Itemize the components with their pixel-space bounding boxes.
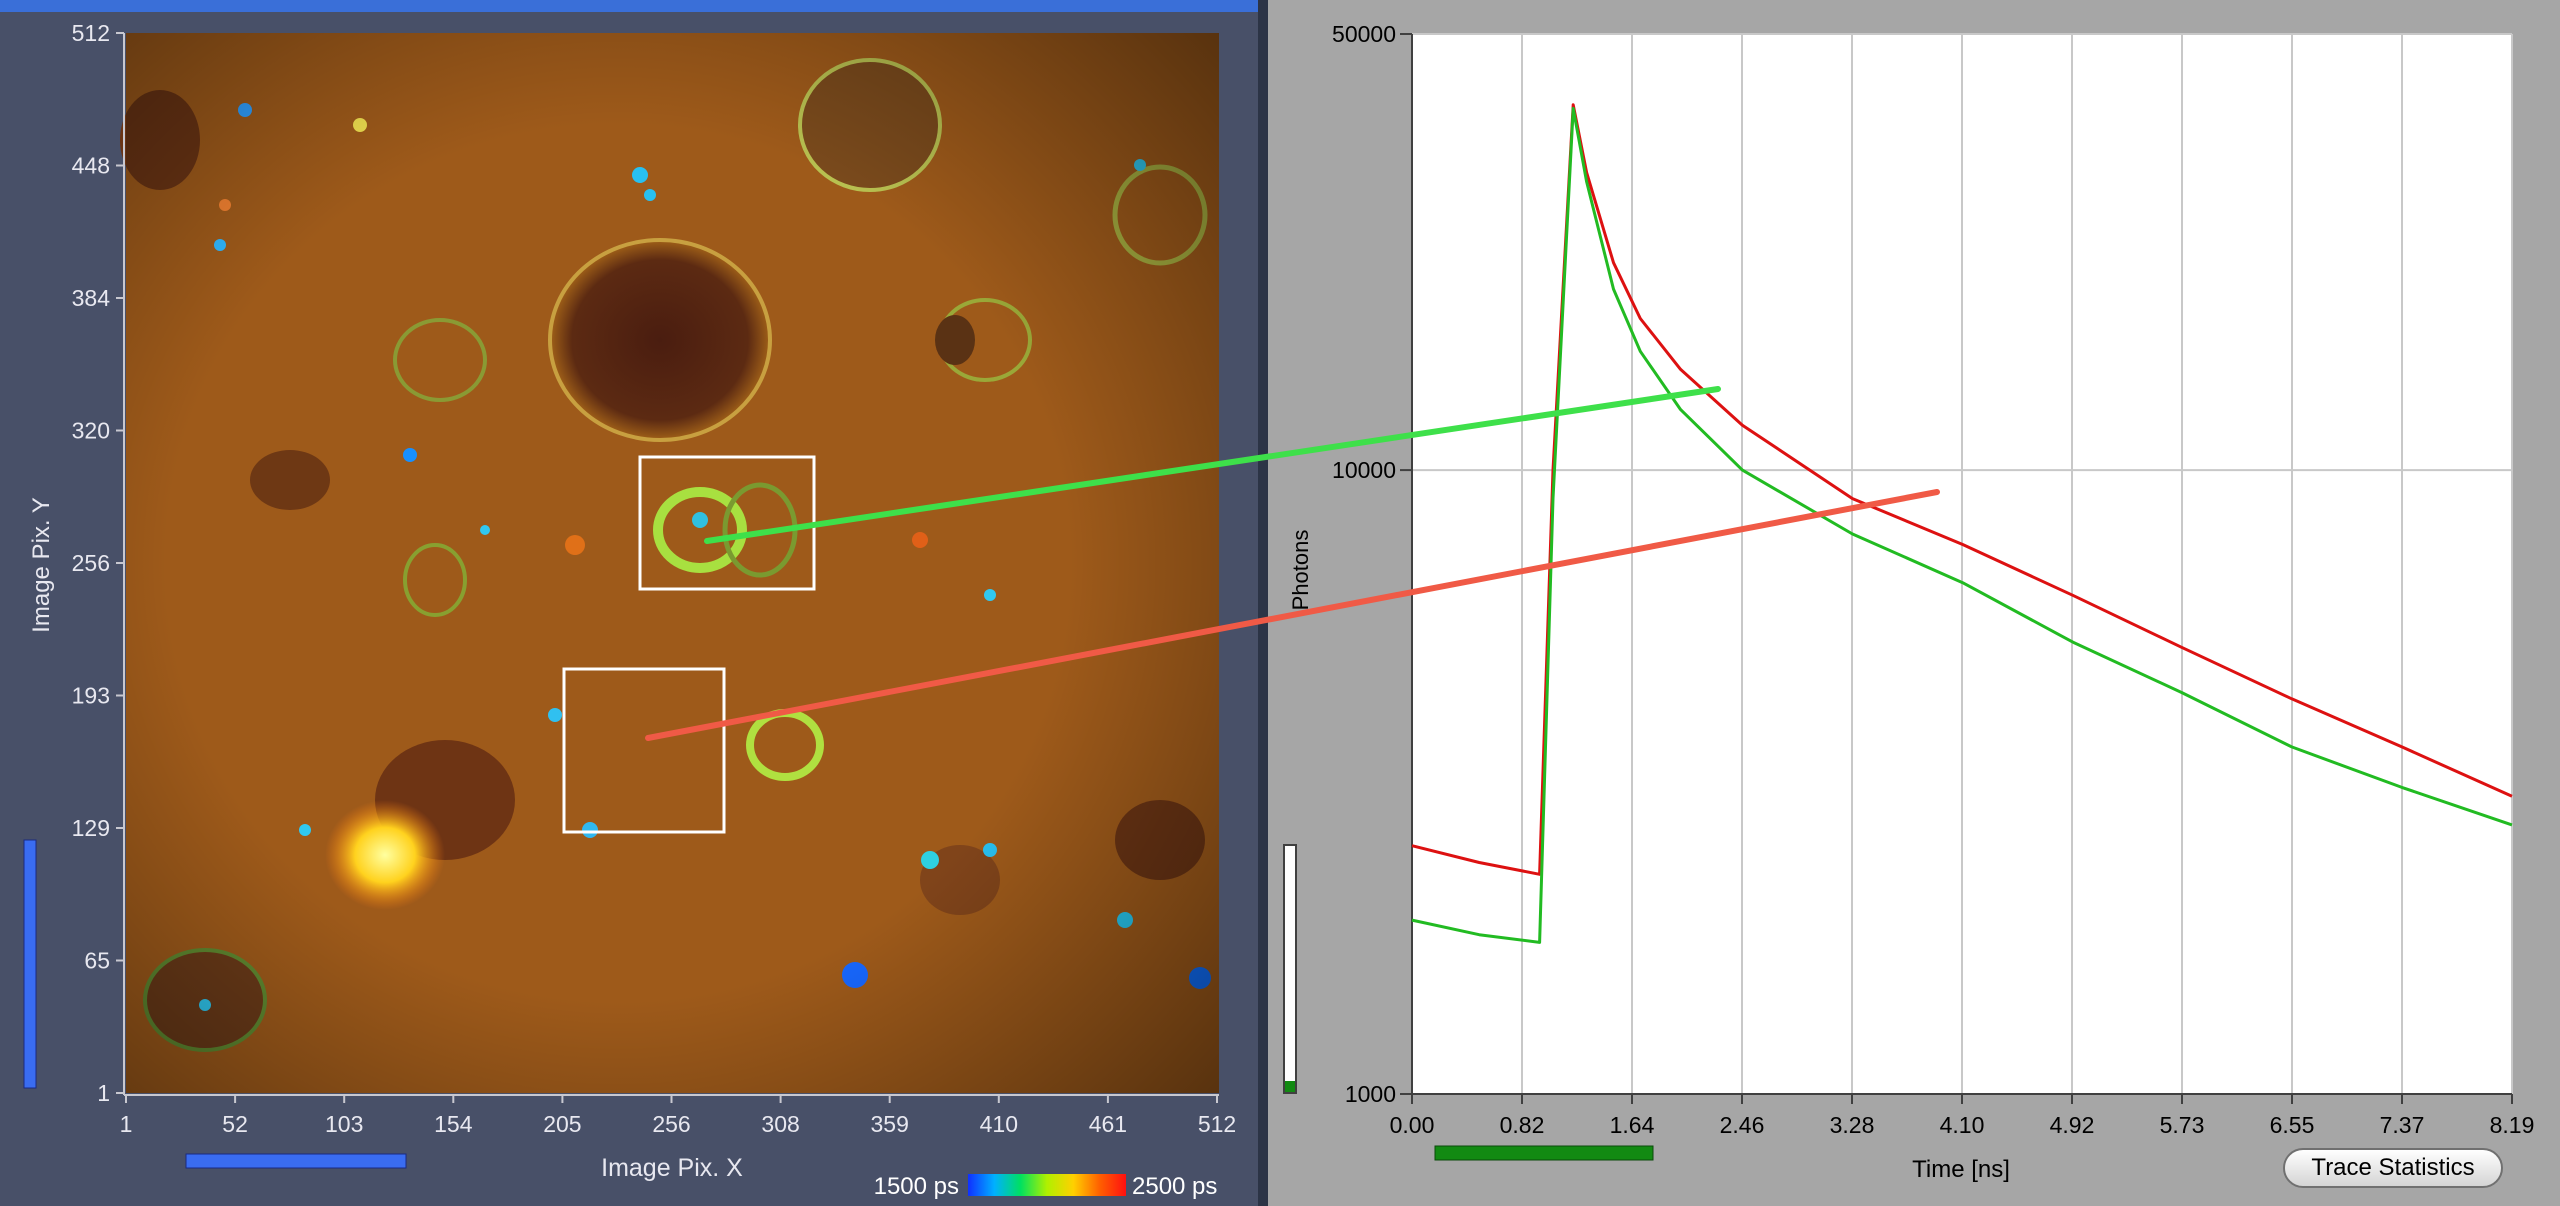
image-x-axis-label: Image Pix. X (601, 1154, 743, 1182)
green-roi-connector (704, 386, 1721, 544)
plot-x-tick-label: 7.37 (2380, 1112, 2425, 1138)
vertical-range-slider[interactable] (1283, 844, 1297, 1094)
plot-x-tick-label: 0.82 (1500, 1112, 1545, 1138)
plot-x-tick-label: 5.73 (2160, 1112, 2205, 1138)
image-y-tick-label: 512 (72, 20, 110, 46)
plot-x-tick-label: 1.64 (1610, 1112, 1655, 1138)
plot-y-axis-label: Photons (1288, 530, 1313, 611)
image-x-tick-label: 461 (1089, 1111, 1127, 1137)
decay-plot[interactable]: 50000 10000 1000 0.00 0.82 1.64 2.46 3.28 4.10 4… (1288, 21, 2534, 1183)
decay-trace-green (1411, 106, 2513, 944)
red-roi-connector (645, 489, 1940, 741)
plot-x-tick-label: 4.10 (1940, 1112, 1985, 1138)
image-y-tick-label: 384 (72, 285, 111, 311)
plot-x-tick-label: 6.55 (2270, 1112, 2315, 1138)
colorbar-max-label: 2500 ps (1132, 1173, 1217, 1200)
plot-grid (1412, 33, 2513, 1095)
plot-y-tick-label: 10000 (1332, 457, 1396, 483)
colorbar-min-label: 1500 ps (874, 1173, 959, 1200)
image-x-tick-label: 410 (980, 1111, 1018, 1137)
plot-x-tick-label: 2.46 (1720, 1112, 1765, 1138)
panel-divider[interactable] (1258, 0, 1268, 1206)
lifetime-colorbar: 1500 ps 2500 ps (874, 1173, 1218, 1200)
image-x-tick-label: 205 (543, 1111, 581, 1137)
trace-statistics-button[interactable]: Trace Statistics (2283, 1148, 2503, 1188)
image-y-tick-label: 256 (72, 550, 110, 576)
roi-box-red[interactable] (562, 667, 726, 834)
intensity-scroll-bar[interactable] (23, 839, 37, 1089)
plot-y-tick-label: 1000 (1345, 1081, 1396, 1107)
vertical-range-fill (1285, 1081, 1295, 1092)
image-y-tick-label: 320 (72, 418, 110, 444)
horizontal-scroll-bar[interactable] (185, 1153, 407, 1169)
image-x-tick-label: 154 (434, 1111, 473, 1137)
window-title-bar (0, 0, 1258, 12)
image-x-tick-label: 308 (761, 1111, 799, 1137)
plot-y-tick-label: 50000 (1332, 21, 1396, 47)
image-vignette (126, 33, 1219, 1093)
image-x-tick-label: 256 (652, 1111, 690, 1137)
plot-x-tick-label: 0.00 (1390, 1112, 1435, 1138)
image-y-tick-label: 65 (84, 948, 110, 974)
image-x-tick-label: 359 (871, 1111, 909, 1137)
colorbar-ramp (968, 1174, 1126, 1196)
image-axes: 512 448 384 320 256 193 129 65 1 1 52 103 154 205 256… (28, 20, 1236, 1182)
image-x-tick-label: 103 (325, 1111, 363, 1137)
plot-x-tick-label: 3.28 (1830, 1112, 1875, 1138)
image-y-tick-label: 1 (97, 1080, 110, 1106)
image-x-tick-label: 52 (222, 1111, 248, 1137)
flim-image[interactable] (120, 33, 1219, 1093)
image-y-tick-label: 448 (72, 153, 110, 179)
image-y-tick-label: 129 (72, 815, 110, 841)
plot-x-tick-label: 4.92 (2050, 1112, 2095, 1138)
image-y-axis-label: Image Pix. Y (28, 497, 55, 633)
time-range-slider[interactable] (1434, 1145, 1654, 1161)
image-x-tick-label: 1 (120, 1111, 133, 1137)
image-x-tick-label: 512 (1198, 1111, 1236, 1137)
plot-x-tick-label: 8.19 (2490, 1112, 2535, 1138)
image-y-tick-label: 193 (72, 683, 110, 709)
plot-x-axis-label: Time [ns] (1912, 1156, 2010, 1183)
